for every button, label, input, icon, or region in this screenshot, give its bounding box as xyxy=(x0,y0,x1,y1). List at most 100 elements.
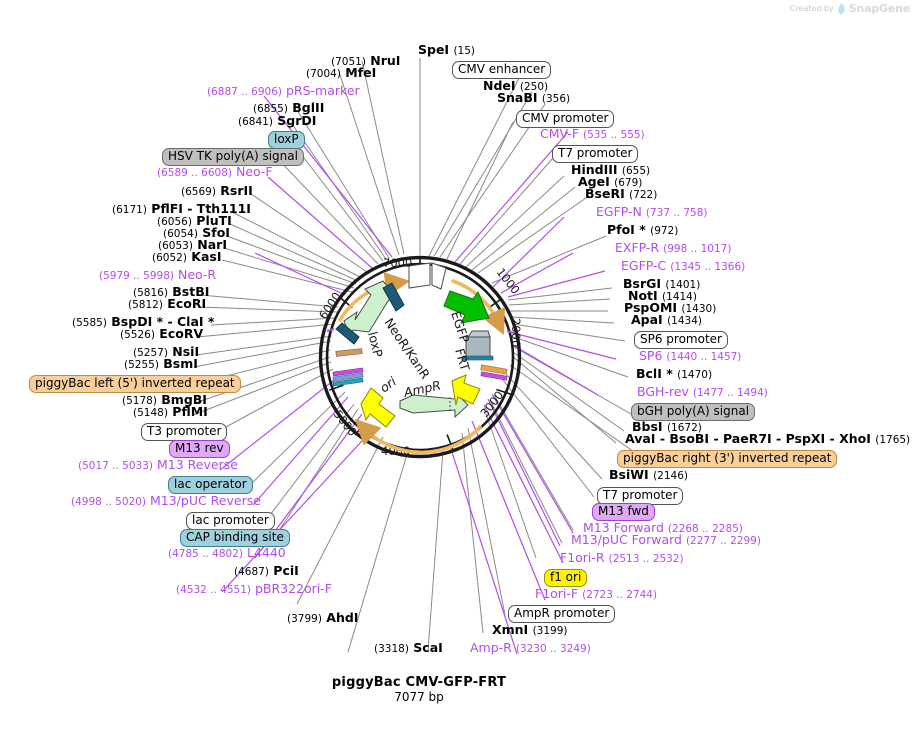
tick-label-4000: 4000 xyxy=(381,444,410,458)
label-bspdi-clai[interactable]: (5585) BspDI * - ClaI * xyxy=(72,314,215,329)
label-pbr322ori-f[interactable]: (4532 .. 4551) pBR322ori-F xyxy=(176,581,332,596)
label-cmv-f[interactable]: CMV-F (535 .. 555) xyxy=(540,126,645,141)
label-nari[interactable]: (6053) NarI xyxy=(158,237,227,252)
label-noti[interactable]: NotI (1414) xyxy=(628,288,697,303)
label-bcli[interactable]: BclI * (1470) xyxy=(636,366,713,381)
label-neo-r[interactable]: (5979 .. 5998) Neo-R xyxy=(99,267,217,282)
feature-boxes-mcs xyxy=(408,262,447,290)
tick-label-1000: 1000 xyxy=(494,265,523,297)
label-neo-f[interactable]: (6589 .. 6608) Neo-F xyxy=(157,164,273,179)
label-piggybac-right-ir[interactable]: piggyBac right (3') inverted repeat xyxy=(617,450,838,468)
label-bmgbi[interactable]: (5178) BmgBI xyxy=(122,392,207,407)
label-nrui[interactable]: (7051) NruI xyxy=(331,53,401,68)
tick-label-2000: 2000 xyxy=(509,318,523,347)
label-cap-binding-site[interactable]: CAP binding site xyxy=(180,529,290,547)
label-bgh-rev[interactable]: BGH-rev (1477 .. 1494) xyxy=(637,384,768,399)
label-piggybac-left-ir[interactable]: piggyBac left (5') inverted repeat xyxy=(29,375,241,393)
label-ecorv[interactable]: (5526) EcoRV xyxy=(120,326,204,341)
label-t7-promoter-top[interactable]: T7 promoter xyxy=(552,145,639,163)
tick-label-7000: 7000 xyxy=(383,256,412,270)
label-kasi[interactable]: (6052) KasI xyxy=(152,249,222,264)
feature-bar-tan-left xyxy=(335,348,363,357)
feature-label-frt: FRT xyxy=(452,347,473,373)
label-scai[interactable]: (3318) ScaI xyxy=(374,640,443,655)
label-f1ori-f[interactable]: F1ori-F (2723 .. 2744) xyxy=(535,586,658,601)
label-ecori[interactable]: (5812) EcoRI xyxy=(128,296,207,311)
label-hsv-tk-polya[interactable]: HSV TK poly(A) signal xyxy=(162,148,304,166)
label-m13-puc-forward[interactable]: M13/pUC Forward (2277 .. 2299) xyxy=(571,532,761,547)
label-cmv-promoter[interactable]: CMV promoter xyxy=(516,110,615,128)
label-m13-puc-reverse[interactable]: (4998 .. 5020) M13/pUC Reverse xyxy=(71,493,261,508)
label-lac-promoter[interactable]: lac promoter xyxy=(186,512,275,530)
label-pluti[interactable]: (6056) PluTI xyxy=(157,213,232,228)
snapgene-credit: Created by SnapGene xyxy=(790,2,910,15)
credit-prefix: Created by xyxy=(789,4,834,13)
label-t3-promoter[interactable]: T3 promoter xyxy=(141,423,228,441)
label-mfei[interactable]: (7004) MfeI xyxy=(306,65,377,80)
label-ampr-promoter[interactable]: AmpR promoter xyxy=(508,605,616,623)
feature-box-frt xyxy=(462,330,494,361)
feature-box-loxp-upper xyxy=(382,282,405,312)
label-exfp-r[interactable]: EXFP-R (998 .. 1017) xyxy=(615,240,732,255)
feature-bars-stack-left xyxy=(332,367,364,387)
feature-arrow-egfp xyxy=(443,290,490,324)
leader-lines-grey xyxy=(185,58,648,653)
label-avai-group[interactable]: AvaI - BsoBI - PaeR7I - PspXI - XhoI (17… xyxy=(625,431,911,446)
feature-label-neor-kanr: NeoR/KanR xyxy=(382,315,434,382)
label-rsrii[interactable]: (6569) RsrII xyxy=(181,183,253,198)
credit-brand: SnapGene xyxy=(848,2,910,15)
label-m13-fwd[interactable]: M13 fwd xyxy=(592,503,655,521)
feature-label-loxp: loxP xyxy=(365,330,386,359)
feature-bars-right xyxy=(480,364,508,381)
label-pspomi[interactable]: PspOMI (1430) xyxy=(624,300,717,315)
label-ahdi[interactable]: (3799) AhdI xyxy=(287,610,359,625)
label-snabi[interactable]: SnaBI (356) xyxy=(497,90,571,105)
label-sgrdi[interactable]: (6841) SgrDI xyxy=(238,113,317,128)
label-bglii[interactable]: (6855) BglII xyxy=(253,100,325,115)
label-sp6[interactable]: SP6 (1440 .. 1457) xyxy=(639,348,742,363)
feature-box-loxp-left xyxy=(335,322,360,345)
label-cmv-enhancer[interactable]: CMV enhancer xyxy=(452,61,552,79)
label-sfoi[interactable]: (6054) SfoI xyxy=(163,225,230,240)
label-m13-reverse[interactable]: (5017 .. 5033) M13 Reverse xyxy=(78,457,238,472)
feature-label-ori: ori xyxy=(377,373,399,395)
label-agei[interactable]: AgeI (679) xyxy=(578,174,643,189)
label-f1-ori[interactable]: f1 ori xyxy=(544,569,588,587)
label-egfp-n[interactable]: EGFP-N (737 .. 758) xyxy=(596,204,708,219)
label-f1ori-r[interactable]: F1ori-R (2513 .. 2532) xyxy=(560,550,684,565)
label-bsiwi[interactable]: BsiWI (2146) xyxy=(609,467,688,482)
label-sp6-promoter[interactable]: SP6 promoter xyxy=(634,331,728,349)
label-m13-forward[interactable]: M13 Forward (2268 .. 2285) xyxy=(583,520,743,535)
label-nsii[interactable]: (5257) NsiI xyxy=(133,344,200,359)
label-bstbi[interactable]: (5816) BstBI xyxy=(133,284,210,299)
feature-arrow-ori xyxy=(360,387,396,428)
label-t7-promoter-bottom[interactable]: T7 promoter xyxy=(597,487,684,505)
label-bsmi[interactable]: (5255) BsmI xyxy=(124,356,198,371)
label-bbsi[interactable]: BbsI (1672) xyxy=(632,419,702,434)
label-bsrgi[interactable]: BsrGI (1401) xyxy=(623,276,701,291)
label-l4440[interactable]: (4785 .. 4802) L4440 xyxy=(168,545,286,560)
feature-arrow-yellow-right xyxy=(451,374,481,406)
plasmid-length: 7077 bp xyxy=(394,690,444,704)
label-bgh-polya-signal[interactable]: bGH poly(A) signal xyxy=(631,403,756,421)
label-prs-marker[interactable]: (6887 .. 6906) pRS-marker xyxy=(207,83,360,98)
label-pflmi[interactable]: (5148) PflMI xyxy=(133,404,208,419)
label-xmni[interactable]: XmnI (3199) xyxy=(492,622,568,637)
label-ndei[interactable]: NdeI (250) xyxy=(483,78,549,93)
feature-ticks-backbone xyxy=(326,328,515,334)
label-egfp-c[interactable]: EGFP-C (1345 .. 1366) xyxy=(621,258,746,273)
feature-arrow-ampr xyxy=(399,390,469,419)
label-pfoi[interactable]: PfoI * (972) xyxy=(607,222,679,237)
plasmid-title: piggyBac CMV-GFP-FRT xyxy=(331,675,507,690)
label-pcii[interactable]: (4687) PciI xyxy=(234,563,299,578)
label-m13-rev[interactable]: M13 rev xyxy=(169,440,230,458)
label-lac-operator[interactable]: lac operator xyxy=(168,476,253,494)
label-amp-r[interactable]: Amp-R (3230 .. 3249) xyxy=(470,640,591,655)
label-apai[interactable]: ApaI (1434) xyxy=(631,312,702,327)
label-pflfi-tth111i[interactable]: (6171) PflFI - Tth111I xyxy=(112,201,251,216)
label-hindiii[interactable]: HindIII (655) xyxy=(571,162,651,177)
label-spei[interactable]: SpeI (15) xyxy=(418,42,476,57)
label-bseri[interactable]: BseRI (722) xyxy=(585,186,658,201)
label-loxp-chip[interactable]: loxP xyxy=(268,131,305,149)
